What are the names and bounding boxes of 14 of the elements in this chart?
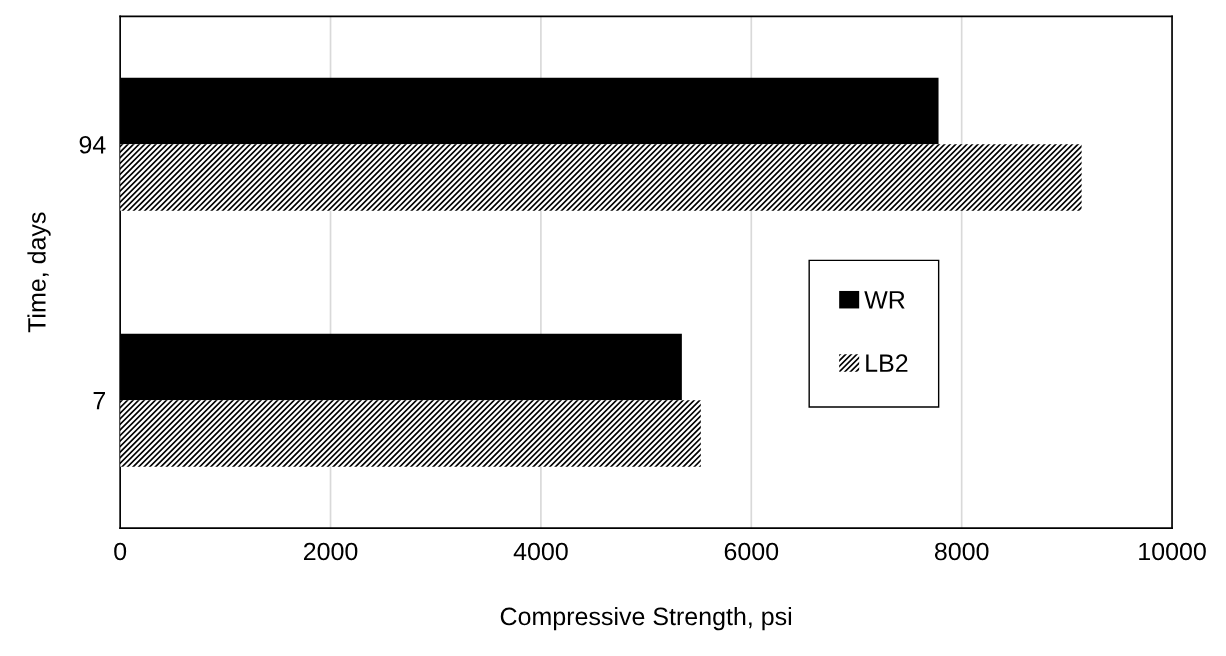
y-tick-label: 94	[79, 135, 106, 154]
legend-label: WR	[864, 291, 905, 309]
x-tick-label: 10000	[1139, 542, 1206, 561]
y-axis-title: Time, days	[27, 212, 51, 333]
x-tick-label: 6000	[724, 542, 779, 561]
y-tick-label: 7	[93, 392, 106, 410]
bar	[120, 400, 701, 467]
x-tick-label: 8000	[934, 542, 989, 561]
legend-label: LB2	[866, 354, 908, 372]
bar	[120, 144, 1082, 211]
x-tick-label: 2000	[303, 542, 358, 561]
x-tick-label: 4000	[513, 542, 568, 561]
x-axis-title: Compressive Strength, psi	[500, 606, 792, 631]
x-tick-label: 0	[114, 542, 127, 561]
